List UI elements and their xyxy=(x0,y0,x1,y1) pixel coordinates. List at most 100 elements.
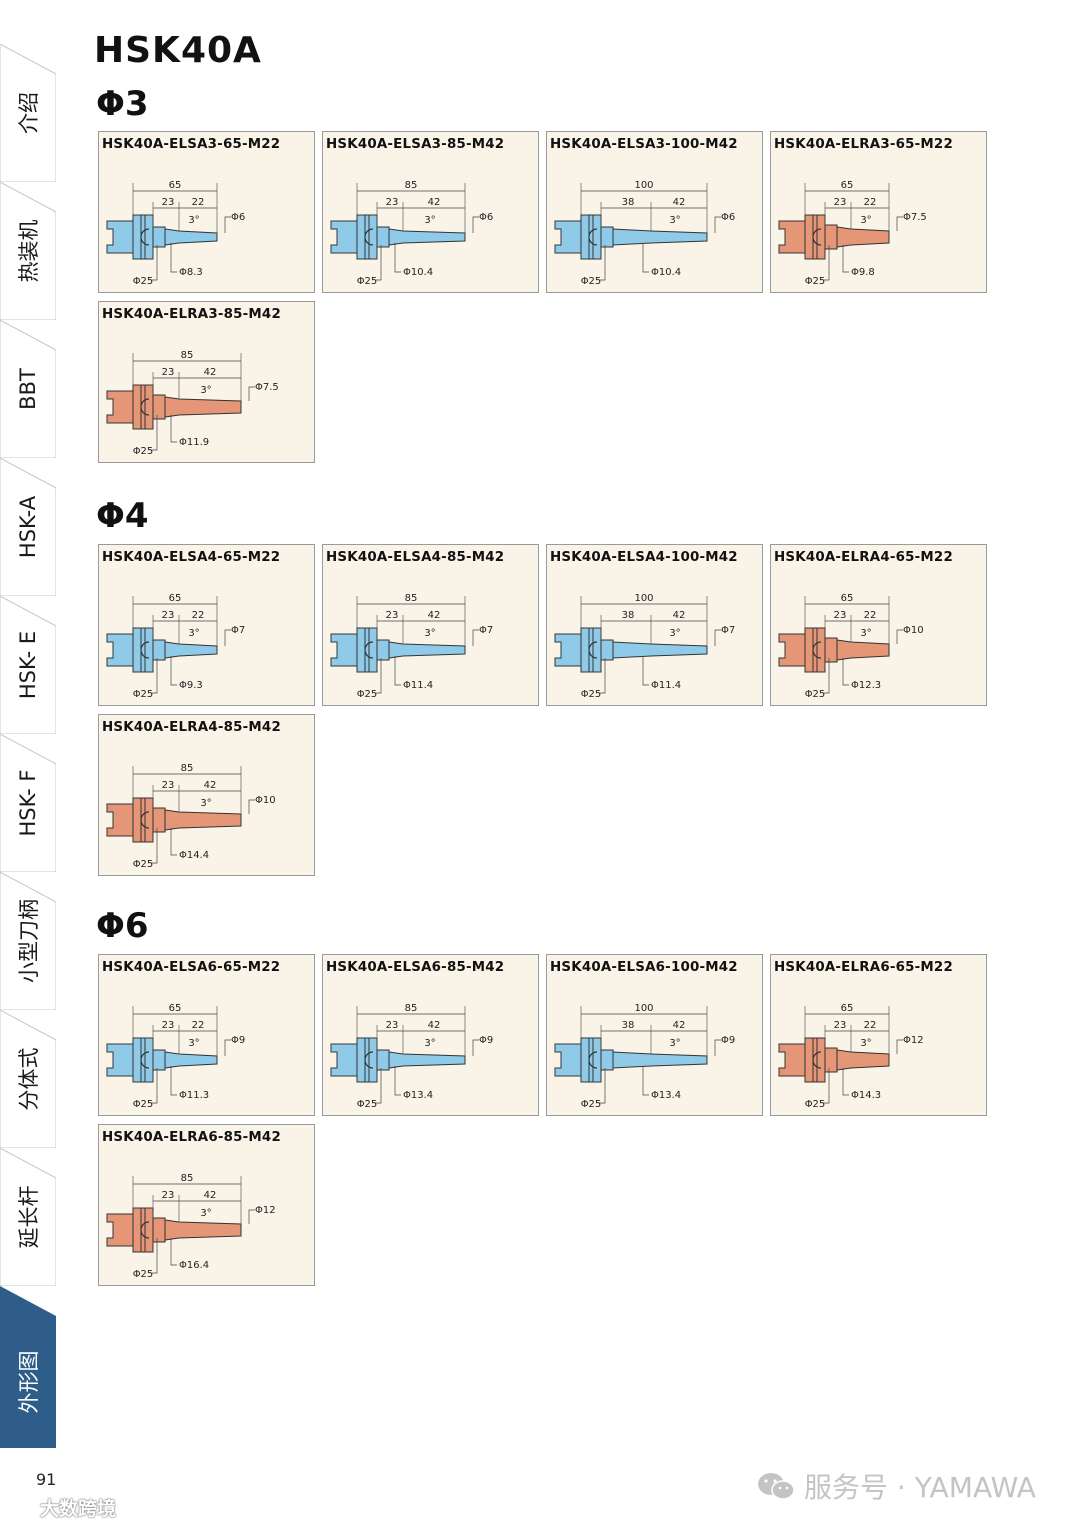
taper-extension xyxy=(612,228,708,246)
dim-body-diameter: Φ11.3 xyxy=(179,1090,209,1101)
dim-tip-diameter: Φ10 xyxy=(903,625,924,636)
body-leader xyxy=(842,1068,849,1096)
dim-section-2: 22 xyxy=(192,197,205,208)
dim-total-length: 85 xyxy=(181,1173,194,1184)
product-card[interactable]: HSK40A-ELRA6-65-M22 65 23 22 3° Φ12 Φ14.3 Φ25 xyxy=(770,954,987,1116)
dim-flange-diameter: Φ25 xyxy=(133,689,154,700)
dim-flange-diameter: Φ25 xyxy=(133,276,154,287)
side-tab-small-holder[interactable]: 小型刀柄 xyxy=(0,872,56,1010)
product-card[interactable]: HSK40A-ELRA4-65-M22 65 23 22 3° Φ10 Φ12.3 Φ25 xyxy=(770,544,987,706)
dim-body-diameter: Φ13.4 xyxy=(403,1090,433,1101)
product-card[interactable]: HSK40A-ELRA6-85-M42 85 23 42 3° Φ12 Φ16.4 Φ25 xyxy=(98,1124,315,1286)
hsk-shank xyxy=(106,803,134,837)
dim-tip-diameter: Φ7 xyxy=(721,625,735,636)
holder-drawing: 85 23 42 3° Φ7 Φ11.4 Φ25 xyxy=(330,593,493,700)
hsk-shank xyxy=(778,220,806,254)
side-tab-split-type[interactable]: 分体式 xyxy=(0,1010,56,1148)
product-card[interactable]: HSK40A-ELSA3-65-M22 65 23 22 3° Φ6 Φ8.3 Φ25 xyxy=(98,131,315,293)
side-tab-outline-drawing[interactable]: 外形图 xyxy=(0,1286,56,1448)
side-tab-extension[interactable]: 延长杆 xyxy=(0,1148,56,1286)
side-tab-hsk-f[interactable]: HSK- F xyxy=(0,734,56,872)
tip-leader xyxy=(714,216,721,233)
body-leader xyxy=(642,1066,649,1096)
dim-body-diameter: Φ9.8 xyxy=(851,267,875,278)
product-card[interactable]: HSK40A-ELSA6-100-M42 100 38 42 3° Φ9 Φ13.4 Φ25 xyxy=(546,954,763,1116)
flange-notch xyxy=(812,641,822,659)
dim-total-length: 65 xyxy=(169,593,182,604)
dim-taper-angle: 3° xyxy=(200,1208,211,1219)
dim-section-2: 22 xyxy=(864,197,877,208)
dim-flange-diameter: Φ25 xyxy=(805,689,826,700)
body-leader xyxy=(170,1066,177,1096)
taper-extension xyxy=(836,226,890,248)
holder-drawing: 85 23 42 3° Φ9 Φ13.4 Φ25 xyxy=(330,1003,493,1110)
holder-shape xyxy=(330,214,466,260)
product-card[interactable]: HSK40A-ELSA6-85-M42 85 23 42 3° Φ9 Φ13.4 Φ25 xyxy=(322,954,539,1116)
product-card[interactable]: HSK40A-ELSA3-100-M42 100 38 42 3° Φ6 Φ10.4 Φ25 xyxy=(546,131,763,293)
product-card[interactable]: HSK40A-ELRA3-65-M22 65 23 22 3° Φ7.5 Φ9.8 Φ25 xyxy=(770,131,987,293)
product-model-code: HSK40A-ELSA4-65-M22 xyxy=(102,550,281,565)
dim-total-length: 85 xyxy=(405,180,418,191)
dim-section-1: 23 xyxy=(386,1020,399,1031)
hsk-shank xyxy=(778,1043,806,1077)
taper-extension xyxy=(164,1051,218,1069)
dim-section-1: 23 xyxy=(386,197,399,208)
tip-leader xyxy=(224,629,231,646)
product-card[interactable]: HSK40A-ELSA3-85-M42 85 23 42 3° Φ6 Φ10.4 Φ25 xyxy=(322,131,539,293)
dim-tip-diameter: Φ7 xyxy=(231,625,245,636)
product-card[interactable]: HSK40A-ELRA3-85-M42 85 23 42 3° Φ7.5 Φ11.9 Φ25 xyxy=(98,301,315,463)
flange xyxy=(356,1037,378,1083)
tip-leader xyxy=(224,216,231,233)
body-leader xyxy=(642,243,649,273)
holder-shape xyxy=(106,1037,218,1083)
side-nav: 介绍 热装机 BBT HSK-A HSK- E HSK- F 小型刀柄 分体式 … xyxy=(0,44,56,1448)
dim-section-2: 22 xyxy=(192,1020,205,1031)
dim-taper-angle: 3° xyxy=(200,385,211,396)
neck xyxy=(600,639,614,661)
flange xyxy=(580,214,602,260)
dim-section-1: 23 xyxy=(162,1190,175,1201)
side-tab-bbt[interactable]: BBT xyxy=(0,320,56,458)
tab-shape xyxy=(0,44,56,182)
side-tab-shrink-fit[interactable]: 热装机 xyxy=(0,182,56,320)
tab-shape xyxy=(0,320,56,458)
flange-notch xyxy=(364,228,374,246)
dim-taper-angle: 3° xyxy=(669,1038,680,1049)
dim-taper-angle: 3° xyxy=(860,215,871,226)
dim-tip-diameter: Φ6 xyxy=(479,212,493,223)
side-tab-label: HSK- E xyxy=(16,630,40,700)
product-card[interactable]: HSK40A-ELSA4-85-M42 85 23 42 3° Φ7 Φ11.4 Φ25 xyxy=(322,544,539,706)
product-card[interactable]: HSK40A-ELSA6-65-M22 65 23 22 3° Φ9 Φ11.3 Φ25 xyxy=(98,954,315,1116)
flange-leader xyxy=(823,658,830,694)
side-tab-hsk-e[interactable]: HSK- E xyxy=(0,596,56,734)
dim-total-length: 85 xyxy=(405,593,418,604)
dim-tip-diameter: Φ7.5 xyxy=(903,212,927,223)
product-card[interactable]: HSK40A-ELSA4-100-M42 100 38 42 3° Φ7 Φ11.4 Φ25 xyxy=(546,544,763,706)
product-card[interactable]: HSK40A-ELRA4-85-M42 85 23 42 3° Φ10 Φ14.4 Φ25 xyxy=(98,714,315,876)
holder-drawing: 65 23 22 3° Φ10 Φ12.3 Φ25 xyxy=(778,593,924,700)
dim-body-diameter: Φ14.4 xyxy=(179,850,209,861)
dim-tip-diameter: Φ7.5 xyxy=(255,382,279,393)
side-tab-intro[interactable]: 介绍 xyxy=(0,44,56,182)
neck xyxy=(152,1049,166,1071)
taper-extension xyxy=(612,641,708,659)
dim-body-diameter: Φ11.9 xyxy=(179,437,209,448)
dim-taper-angle: 3° xyxy=(188,1038,199,1049)
dim-taper-angle: 3° xyxy=(188,628,199,639)
holder-shape xyxy=(106,214,218,260)
holder-drawing: 100 38 42 3° Φ7 Φ11.4 Φ25 xyxy=(554,593,735,700)
flange-leader xyxy=(599,658,606,694)
flange-notch xyxy=(364,641,374,659)
product-card[interactable]: HSK40A-ELSA4-65-M22 65 23 22 3° Φ7 Φ9.3 Φ25 xyxy=(98,544,315,706)
hsk-shank xyxy=(106,390,134,424)
body-leader xyxy=(842,245,849,273)
product-model-code: HSK40A-ELSA3-65-M22 xyxy=(102,137,281,152)
product-model-code: HSK40A-ELSA4-85-M42 xyxy=(326,550,505,565)
dim-flange-diameter: Φ25 xyxy=(133,446,154,457)
side-tab-hsk-a[interactable]: HSK-A xyxy=(0,458,56,596)
watermark-left: 大数跨境 xyxy=(10,1494,116,1521)
dim-flange-diameter: Φ25 xyxy=(805,1099,826,1110)
dim-tip-diameter: Φ6 xyxy=(721,212,735,223)
hsk-shank xyxy=(106,1043,134,1077)
holder-drawing: 85 23 42 3° Φ6 Φ10.4 Φ25 xyxy=(330,180,493,287)
